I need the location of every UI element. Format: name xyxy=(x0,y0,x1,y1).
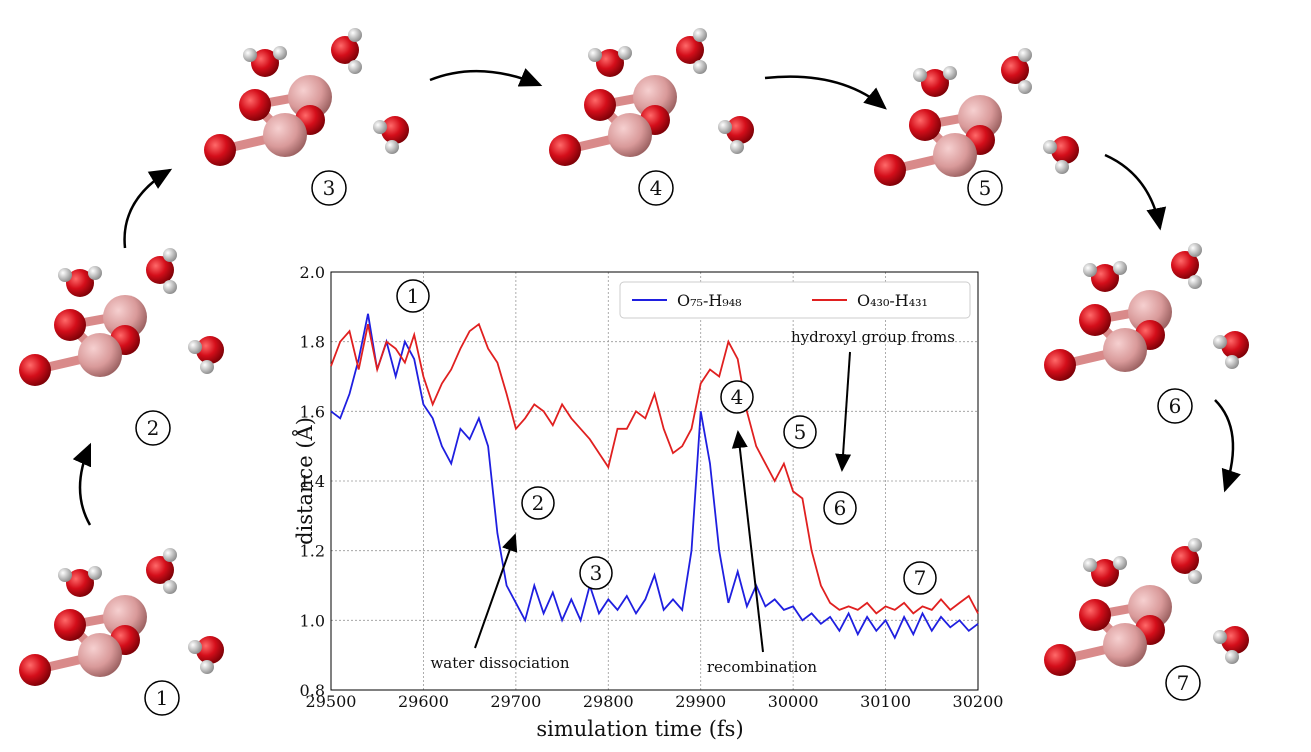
annotation-number: 5 xyxy=(794,420,807,444)
x-axis-label: simulation time (fs) xyxy=(536,717,743,741)
arrow xyxy=(1215,400,1233,490)
structure-label: 1 xyxy=(156,686,169,710)
y-tick-label: 1.4 xyxy=(300,472,325,491)
x-tick-label: 29800 xyxy=(583,692,634,711)
y-tick-label: 2.0 xyxy=(300,263,325,282)
arrow xyxy=(1105,155,1160,228)
molecule-4 xyxy=(549,28,754,166)
arrow xyxy=(765,77,885,108)
structure-label: 7 xyxy=(1177,671,1190,695)
annotation-number: 3 xyxy=(590,561,603,585)
structure-label: 6 xyxy=(1169,394,1182,418)
structure-label: 3 xyxy=(323,176,336,200)
annotation-number: 4 xyxy=(731,385,744,409)
y-tick-label: 1.6 xyxy=(300,402,325,421)
molecule-1 xyxy=(19,548,224,686)
annotation-text: hydroxyl group froms xyxy=(791,328,955,346)
figure: simulation time (fs) distance (Å) 0.81.0… xyxy=(0,0,1311,748)
arrow xyxy=(80,445,90,525)
annotation-number: 7 xyxy=(914,566,927,590)
y-tick-label: 1.0 xyxy=(300,611,325,630)
y-tick-label: 1.8 xyxy=(300,333,325,352)
molecule-3 xyxy=(204,28,409,166)
structure-label: 5 xyxy=(979,176,992,200)
legend-label: O₄₃₀-H₄₃₁ xyxy=(857,291,928,310)
annotation-text: recombination xyxy=(707,658,818,676)
molecule-2 xyxy=(19,248,224,386)
legend: O₇₅-H₉₄₈ O₄₃₀-H₄₃₁ xyxy=(620,282,970,318)
annotation-number: 1 xyxy=(407,284,420,308)
annotation-text: water dissociation xyxy=(430,654,569,672)
annotation-number: 6 xyxy=(834,496,847,520)
structure-label: 2 xyxy=(147,416,160,440)
y-tick-label: 1.2 xyxy=(300,542,325,561)
arrow xyxy=(125,170,170,248)
x-tick-label: 29500 xyxy=(306,692,357,711)
x-tick-label: 29600 xyxy=(398,692,449,711)
arrow xyxy=(430,71,540,85)
x-tick-label: 30000 xyxy=(768,692,819,711)
page: {"chart_data": {"type": "line", "xlabel"… xyxy=(0,0,1311,752)
x-tick-label: 30100 xyxy=(860,692,911,711)
x-tick-label: 30200 xyxy=(953,692,1004,711)
structure-label: 4 xyxy=(650,176,663,200)
annotation-number: 2 xyxy=(532,491,545,515)
x-tick-label: 29900 xyxy=(675,692,726,711)
molecule-6 xyxy=(1044,243,1249,381)
x-tick-label: 29700 xyxy=(490,692,541,711)
molecule-5 xyxy=(874,48,1079,186)
legend-label: O₇₅-H₉₄₈ xyxy=(677,291,742,310)
molecule-7 xyxy=(1044,538,1249,676)
